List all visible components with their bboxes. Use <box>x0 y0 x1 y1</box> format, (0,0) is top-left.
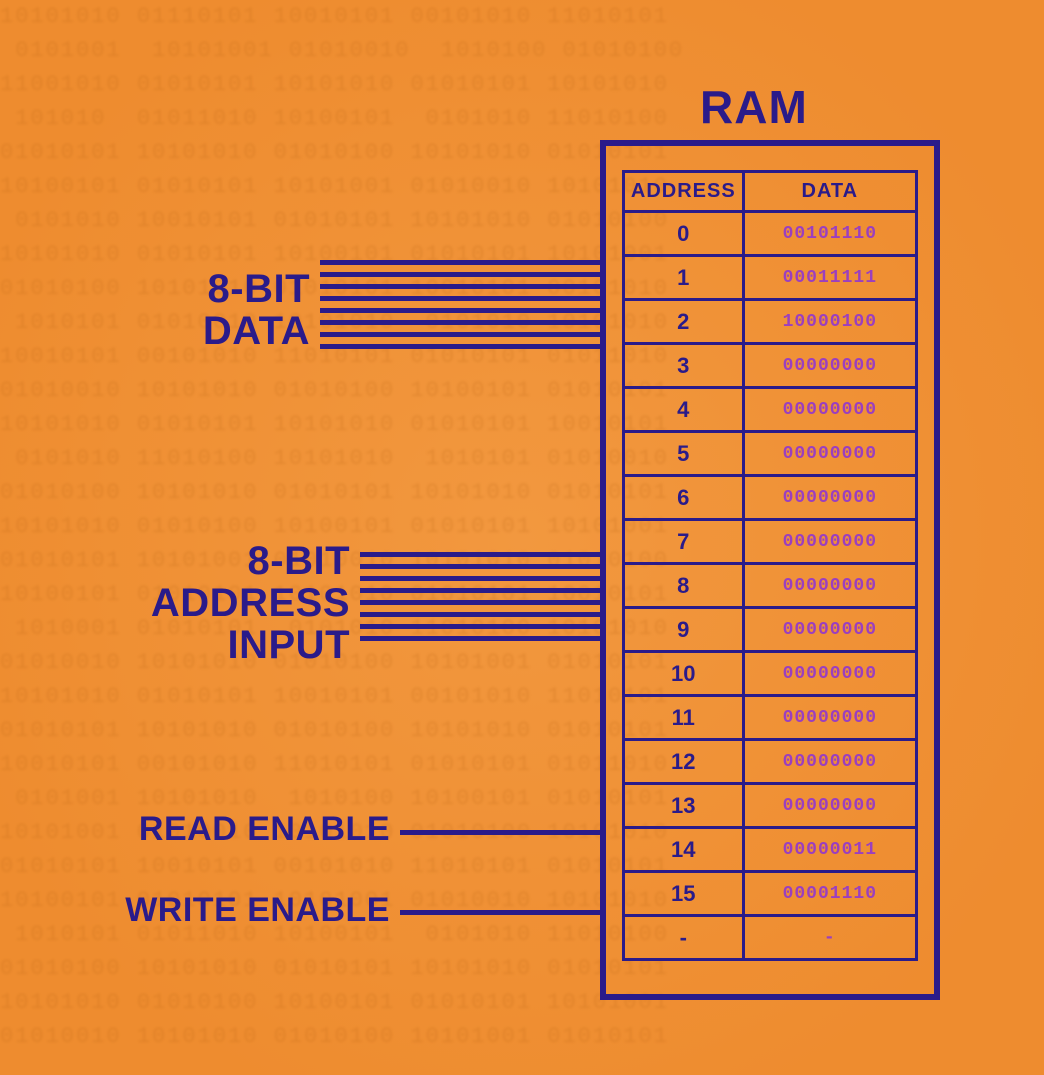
ram-table-row: 1500001110 <box>624 872 917 916</box>
ram-table-row: 700000000 <box>624 520 917 564</box>
address-cell: 11 <box>624 696 744 740</box>
label-address-bus-line3: INPUT <box>228 623 351 667</box>
ram-table-row: 210000100 <box>624 300 917 344</box>
data-cell: 00000000 <box>743 344 916 388</box>
bus-wire <box>320 272 600 277</box>
data-cell: - <box>743 916 916 960</box>
write-enable-wire <box>400 910 600 915</box>
label-data-bus: 8-BIT DATA <box>203 268 310 352</box>
header-data: DATA <box>743 172 916 212</box>
data-cell: 00000000 <box>743 432 916 476</box>
ram-table-row: -- <box>624 916 917 960</box>
ram-table-row: 900000000 <box>624 608 917 652</box>
data-cell: 00000000 <box>743 608 916 652</box>
bus-wire <box>360 624 600 629</box>
ram-table-row: 1000000000 <box>624 652 917 696</box>
address-cell: 9 <box>624 608 744 652</box>
data-cell: 00001110 <box>743 872 916 916</box>
data-cell: 00000000 <box>743 740 916 784</box>
bus-wire <box>320 260 600 265</box>
ram-table-row: 400000000 <box>624 388 917 432</box>
data-cell: 00000000 <box>743 696 916 740</box>
label-write-enable: WRITE ENABLE <box>125 893 390 929</box>
data-cell: 00000011 <box>743 828 916 872</box>
data-cell: 00000000 <box>743 520 916 564</box>
address-cell: 15 <box>624 872 744 916</box>
address-cell: 6 <box>624 476 744 520</box>
ram-table-row: 300000000 <box>624 344 917 388</box>
data-cell: 00101110 <box>743 212 916 256</box>
label-address-bus-line2: ADDRESS <box>151 581 350 625</box>
label-data-bus-line2: DATA <box>203 309 310 353</box>
ram-table-row: 800000000 <box>624 564 917 608</box>
address-cell: 13 <box>624 784 744 828</box>
address-cell: 5 <box>624 432 744 476</box>
data-cell: 00000000 <box>743 388 916 432</box>
address-cell: - <box>624 916 744 960</box>
header-address: ADDRESS <box>624 172 744 212</box>
ram-table-row: 500000000 <box>624 432 917 476</box>
bus-wire <box>320 344 600 349</box>
ram-table-row: 1400000011 <box>624 828 917 872</box>
bus-wire <box>360 552 600 557</box>
data-cell: 00000000 <box>743 476 916 520</box>
data-cell: 00000000 <box>743 564 916 608</box>
label-address-bus-line1: 8-BIT <box>248 539 351 583</box>
bus-wire <box>320 320 600 325</box>
ram-title: RAM <box>700 80 808 134</box>
ram-table-row: 600000000 <box>624 476 917 520</box>
ram-memory-table: ADDRESS DATA 000101110100011111210000100… <box>622 170 918 961</box>
ram-table-body: 0001011101000111112100001003000000004000… <box>624 212 917 960</box>
address-cell: 8 <box>624 564 744 608</box>
ram-table-row: 100011111 <box>624 256 917 300</box>
address-cell: 2 <box>624 300 744 344</box>
address-cell: 4 <box>624 388 744 432</box>
bus-wire <box>360 636 600 641</box>
data-cell: 00011111 <box>743 256 916 300</box>
address-cell: 12 <box>624 740 744 784</box>
address-cell: 3 <box>624 344 744 388</box>
label-address-bus: 8-BIT ADDRESS INPUT <box>151 540 350 666</box>
data-cell: 00000000 <box>743 784 916 828</box>
ram-table-row: 1300000000 <box>624 784 917 828</box>
bus-wire <box>360 612 600 617</box>
ram-table-row: 000101110 <box>624 212 917 256</box>
bus-wire <box>360 600 600 605</box>
ram-table-row: 1100000000 <box>624 696 917 740</box>
bus-wire <box>360 588 600 593</box>
bus-wire <box>320 332 600 337</box>
address-cell: 0 <box>624 212 744 256</box>
data-cell: 00000000 <box>743 652 916 696</box>
label-read-enable: READ ENABLE <box>139 812 390 848</box>
bus-wire <box>360 576 600 581</box>
bus-wire <box>320 296 600 301</box>
data-cell: 10000100 <box>743 300 916 344</box>
bus-wire <box>320 308 600 313</box>
bus-wire <box>320 284 600 289</box>
diagram-canvas: 10101010 01110101 10010101 00101010 1101… <box>0 0 1044 1075</box>
ram-table-header-row: ADDRESS DATA <box>624 172 917 212</box>
address-cell: 1 <box>624 256 744 300</box>
address-cell: 14 <box>624 828 744 872</box>
address-cell: 7 <box>624 520 744 564</box>
ram-table-row: 1200000000 <box>624 740 917 784</box>
read-enable-wire <box>400 830 600 835</box>
bus-wire <box>360 564 600 569</box>
address-cell: 10 <box>624 652 744 696</box>
label-data-bus-line1: 8-BIT <box>208 267 311 311</box>
